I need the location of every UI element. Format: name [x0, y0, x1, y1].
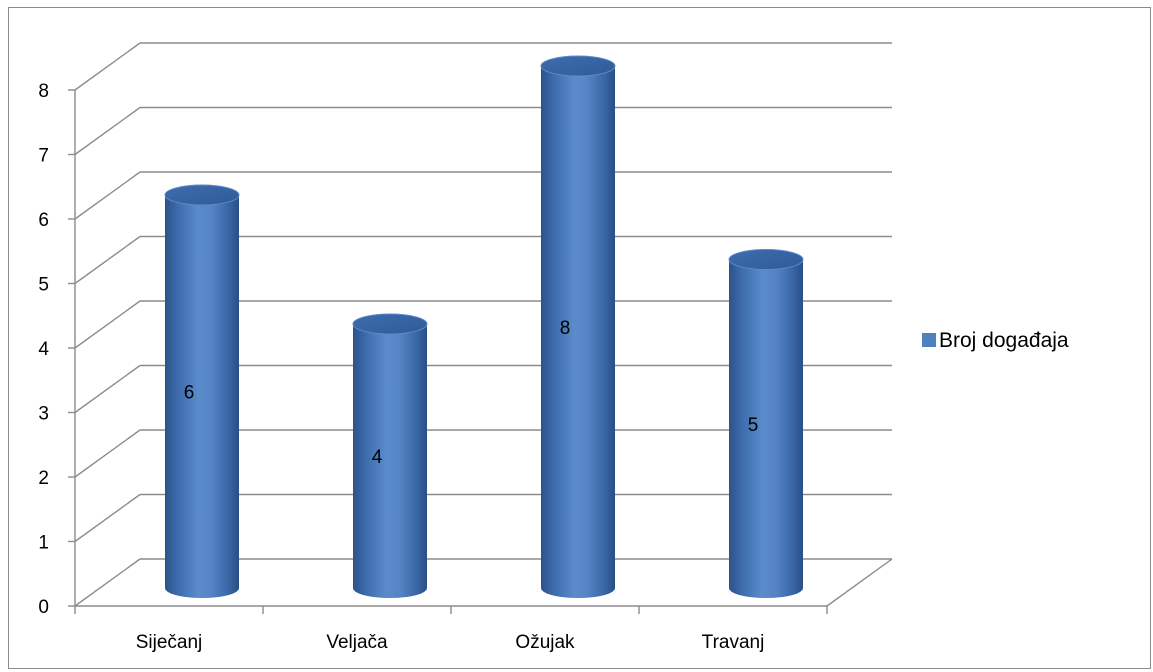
y-tick-label: 8 [38, 81, 49, 102]
y-tick-label: 0 [38, 597, 49, 618]
gridline-side-5 [74, 235, 141, 285]
y-tick-label: 2 [38, 468, 49, 489]
gridline-side-8 [74, 42, 141, 91]
bar-top [164, 184, 240, 206]
data-label: 5 [748, 415, 759, 436]
data-label: 8 [560, 318, 571, 339]
bar-top [352, 313, 428, 335]
data-label: 6 [184, 383, 195, 404]
gridline-side-7 [74, 106, 141, 156]
bar-Ožujak [540, 55, 616, 598]
floor-right-edge [826, 558, 893, 607]
bar-Veljača [352, 313, 428, 598]
y-tick-label: 7 [38, 146, 49, 167]
y-tick-label: 3 [38, 404, 49, 425]
axis-layer: 0 1 2 3 4 5 6 7 8 Siječanj Veljača Ožujak Travanj [38, 81, 828, 653]
y-tick-label: 6 [38, 210, 49, 231]
label-layer: 6 4 8 5 [184, 318, 759, 468]
y-tick-label: 1 [38, 533, 49, 554]
bar-Siječanj [164, 184, 240, 598]
bar-top [728, 249, 804, 270]
bar-Travanj [728, 249, 804, 598]
bar-body [353, 324, 427, 598]
x-tick-label: Siječanj [136, 632, 203, 653]
y-tick-label: 5 [38, 275, 49, 296]
gridline-side-6 [74, 171, 141, 220]
y-tick-label: 4 [38, 339, 49, 360]
legend-label: Broj događaja [939, 329, 1069, 352]
data-label: 4 [372, 447, 383, 468]
gridline-side-3 [74, 364, 141, 414]
x-tick-label: Travanj [702, 632, 765, 653]
bar-body [729, 259, 803, 598]
bar-body [165, 195, 239, 598]
gridline-side-4 [74, 300, 141, 349]
gridline-side-1 [74, 493, 141, 543]
bar-top [540, 55, 616, 77]
x-tick-label: Veljača [326, 632, 388, 653]
bar-body [541, 66, 615, 598]
gridline-side-0 [74, 558, 141, 607]
legend-swatch [922, 333, 936, 347]
bar-layer [164, 55, 804, 598]
legend: Broj događaja [922, 329, 1069, 352]
gridline-side-2 [74, 429, 141, 478]
x-tick-label: Ožujak [515, 632, 575, 653]
